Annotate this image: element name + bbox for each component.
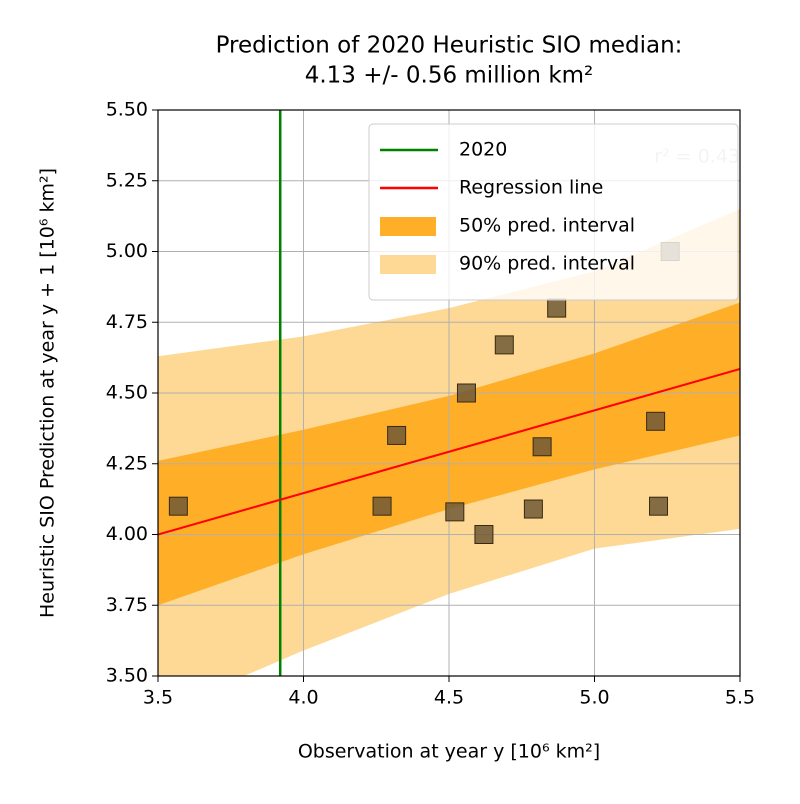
y-tick-label: 4.50 (106, 382, 148, 404)
point (646, 411, 666, 431)
y-tick-label: 4.00 (106, 523, 148, 545)
legend-label: 90% pred. interval (459, 253, 635, 275)
chart-title: Prediction of 2020 Heuristic SIO median: (216, 33, 683, 59)
legend-label: Regression line (459, 177, 603, 199)
x-tick-label: 4.0 (288, 687, 318, 709)
point (456, 383, 476, 403)
point (445, 502, 465, 522)
point (547, 298, 567, 318)
point (523, 499, 543, 519)
x-tick-label: 5.0 (579, 687, 609, 709)
point (649, 496, 669, 516)
point (168, 496, 188, 516)
y-tick-label: 4.25 (106, 452, 148, 474)
x-tick-label: 4.5 (434, 687, 464, 709)
legend-label: 50% pred. interval (459, 215, 635, 237)
axes-frame (157, 109, 741, 677)
chart-subtitle: 4.13 +/- 0.56 million km² (305, 63, 594, 89)
legend-label: 2020 (459, 139, 507, 161)
regression-line (158, 367, 740, 536)
y-tick-label: 4.75 (106, 311, 148, 333)
point (494, 335, 514, 355)
x-axis-label: Observation at year y [10⁶ km²] (298, 741, 600, 763)
point (387, 425, 407, 445)
y-tick-label: 3.50 (106, 665, 148, 687)
y-tick-label: 5.25 (106, 169, 148, 191)
x-tick-label: 3.5 (143, 687, 173, 709)
legend-box (368, 123, 739, 301)
legend-swatch (380, 217, 436, 236)
y-tick-label: 5.50 (106, 99, 148, 121)
x-tick-label: 5.5 (725, 687, 755, 709)
point (532, 437, 552, 457)
legend-swatch (380, 255, 436, 274)
point (474, 525, 494, 544)
y-axis-label: Heuristic SIO Prediction at year y + 1 [… (37, 168, 59, 618)
y-tick-label: 3.75 (106, 594, 148, 616)
point (372, 496, 392, 516)
y-tick-label: 5.00 (106, 240, 148, 262)
